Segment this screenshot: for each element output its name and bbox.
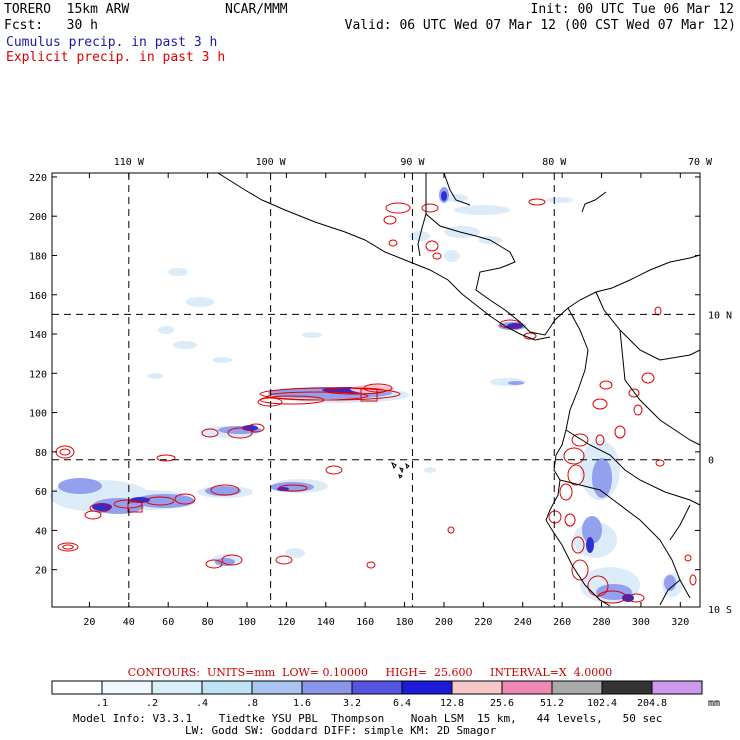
y-tick-label: 220 xyxy=(29,173,47,184)
colorbar-swatch xyxy=(201,680,253,695)
x-tick-label: 260 xyxy=(553,617,571,628)
x-tick-label: 140 xyxy=(317,617,335,628)
colorbar-swatch xyxy=(251,680,303,695)
y-tick-label: 80 xyxy=(35,448,47,459)
colorbar-swatch xyxy=(151,680,203,695)
longitude-label: 70 W xyxy=(688,157,713,168)
colorbar-swatch xyxy=(601,680,653,695)
valid-time: Valid: 06 UTC Wed 07 Mar 12 (00 CST Wed … xyxy=(344,18,736,33)
model-title: TORERO 15km ARW xyxy=(4,2,130,17)
colorbar-swatch xyxy=(501,680,553,695)
x-tick-label: 240 xyxy=(514,617,532,628)
coastlines xyxy=(217,172,701,607)
colorbar-swatch xyxy=(451,680,503,695)
axis-ticks: 20 40 60 80 100 120 140 160 180 200 220 20 40 60 80 100… xyxy=(29,157,732,628)
colorbar: .1 .2 .4 .8 1.6 3.2 6.4 12.8 25.6 51.2 102.4 204.8 m… xyxy=(51,680,720,709)
colorbar-swatch xyxy=(351,680,403,695)
colorbar-unit: mm xyxy=(708,698,720,709)
colorbar-swatch xyxy=(101,680,153,695)
colorbar-swatch xyxy=(301,680,353,695)
x-tick-label: 280 xyxy=(592,617,610,628)
forecast-hour: Fcst: 30 h xyxy=(4,18,98,33)
x-tick-label: 180 xyxy=(396,617,414,628)
latitude-label: 0 xyxy=(708,456,714,467)
y-tick-label: 20 xyxy=(35,566,47,577)
contour-info: CONTOURS: UNITS=mm LOW= 0.10000 HIGH= 25… xyxy=(127,666,613,679)
colorbar-label: .1 xyxy=(96,698,108,709)
colorbar-label: .4 xyxy=(196,698,208,709)
cumulus-precip-label: Cumulus precip. in past 3 h xyxy=(6,35,218,50)
x-tick-label: 60 xyxy=(162,617,174,628)
init-time: Init: 00 UTC Tue 06 Mar 12 xyxy=(530,2,735,17)
longitude-label: 80 W xyxy=(542,157,567,168)
colorbar-label: .8 xyxy=(246,698,258,709)
model-info-line2: LW: Godd SW: Goddard DIFF: simple KM: 2D… xyxy=(185,724,497,737)
latitude-label: 10 N xyxy=(708,310,732,321)
y-tick-label: 100 xyxy=(29,409,47,420)
colorbar-swatch xyxy=(551,680,603,695)
x-tick-label: 200 xyxy=(435,617,453,628)
colorbar-label: 25.6 xyxy=(490,698,514,709)
colorbar-label: 3.2 xyxy=(343,698,361,709)
model-info-line1: Model Info: V3.3.1 Tiedtke YSU PBL Thomp… xyxy=(73,712,663,725)
y-tick-label: 40 xyxy=(35,526,47,537)
x-tick-label: 100 xyxy=(238,617,256,628)
y-tick-label: 140 xyxy=(29,330,47,341)
x-tick-label: 160 xyxy=(356,617,374,628)
longitude-label: 110 W xyxy=(114,157,145,168)
colorbar-label: .2 xyxy=(146,698,158,709)
lat-lon-grid xyxy=(52,173,700,607)
organization-label: NCAR/MMM xyxy=(225,2,288,17)
colorbar-label: 102.4 xyxy=(587,698,617,709)
x-tick-label: 320 xyxy=(671,617,689,628)
x-tick-label: 120 xyxy=(277,617,295,628)
x-tick-label: 220 xyxy=(474,617,492,628)
colorbar-label: 204.8 xyxy=(637,698,667,709)
colorbar-label: 1.6 xyxy=(293,698,311,709)
x-tick-label: 20 xyxy=(83,617,95,628)
colorbar-swatch xyxy=(401,680,453,695)
x-tick-label: 40 xyxy=(123,617,135,628)
x-tick-label: 80 xyxy=(202,617,214,628)
precipitation-field xyxy=(50,187,697,604)
y-tick-label: 60 xyxy=(35,487,47,498)
y-tick-label: 200 xyxy=(29,212,47,223)
explicit-precip-label: Explicit precip. in past 3 h xyxy=(6,50,226,65)
colorbar-label: 6.4 xyxy=(393,698,411,709)
y-tick-label: 120 xyxy=(29,369,47,380)
colorbar-label: 12.8 xyxy=(440,698,464,709)
colorbar-swatch xyxy=(651,680,703,695)
latitude-label: 10 S xyxy=(708,605,732,616)
y-tick-label: 180 xyxy=(29,251,47,262)
y-tick-label: 160 xyxy=(29,291,47,302)
longitude-label: 100 W xyxy=(256,157,287,168)
x-tick-label: 300 xyxy=(632,617,650,628)
plot-frame xyxy=(51,172,701,608)
colorbar-swatch xyxy=(51,680,103,695)
colorbar-label: 51.2 xyxy=(540,698,564,709)
longitude-label: 90 W xyxy=(400,157,425,168)
